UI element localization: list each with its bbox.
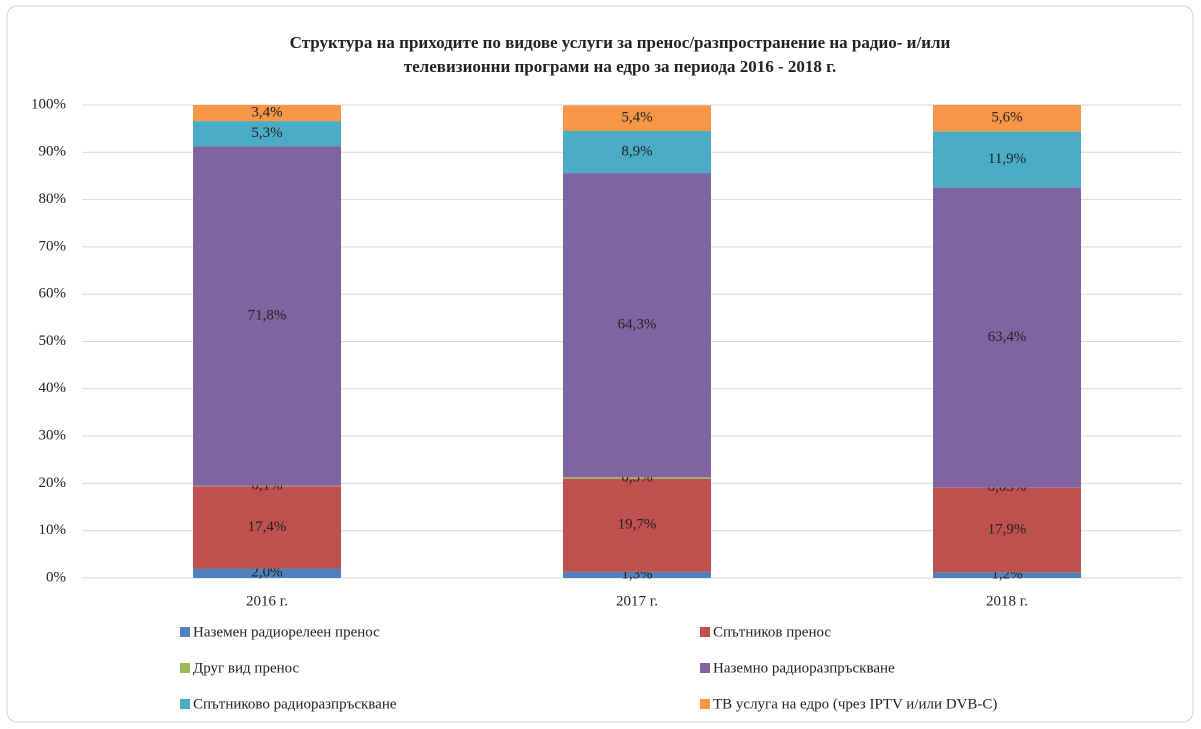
bar-segment [933, 572, 1081, 578]
data-label: 3,4% [251, 104, 282, 120]
data-label: 5,4% [621, 110, 652, 126]
y-tick-label: 100% [31, 96, 66, 112]
bar-segment [933, 104, 1081, 132]
x-tick-label: 2016 г. [246, 593, 288, 609]
y-tick-label: 30% [39, 428, 67, 444]
chart-title: Структура на приходите по видове услуги … [290, 33, 951, 52]
data-label: 17,9% [988, 521, 1027, 537]
data-label: 71,8% [248, 307, 287, 323]
bar-segment [193, 146, 341, 486]
legend-label: Спътников пренос [713, 624, 831, 640]
y-tick-label: 0% [46, 569, 66, 585]
bar-segment [193, 121, 341, 147]
legend-swatch [180, 663, 190, 673]
y-tick-label: 80% [39, 191, 67, 207]
y-tick-label: 10% [39, 522, 67, 538]
legend-label: Спътниково радиоразпръскване [193, 696, 397, 712]
legend-swatch [180, 627, 190, 637]
data-label: 8,9% [621, 144, 652, 160]
legend-swatch [180, 699, 190, 709]
bar-segment [193, 568, 341, 578]
data-label: 63,4% [988, 329, 1027, 345]
y-tick-label: 60% [39, 286, 67, 302]
y-tick-label: 70% [39, 238, 67, 254]
x-tick-label: 2018 г. [986, 593, 1028, 609]
bar-segment [563, 571, 711, 578]
data-label: 2,0% [251, 565, 282, 581]
bar-segment [563, 173, 711, 478]
bar-segment [933, 187, 1081, 488]
legend-label: Друг вид пренос [193, 660, 300, 676]
legend-label: Наземен радиорелеен пренос [193, 624, 380, 640]
y-tick-label: 20% [39, 475, 67, 491]
legend-swatch [700, 663, 710, 673]
y-tick-label: 40% [39, 380, 67, 396]
legend-label: ТВ услуга на едро (чрез IPTV и/или DVB-C… [713, 696, 997, 712]
data-label: 17,4% [248, 519, 287, 535]
bar-segment [193, 105, 341, 122]
data-label: 19,7% [618, 517, 657, 533]
bar-segment [563, 478, 711, 572]
data-label: 5,3% [251, 125, 282, 141]
bar-segment [563, 477, 711, 479]
data-label: 64,3% [618, 317, 657, 333]
bar-segment [563, 105, 711, 132]
data-label: 5,6% [991, 110, 1022, 126]
legend-label: Наземно радиоразпръскване [713, 660, 895, 676]
y-tick-label: 90% [39, 144, 67, 160]
y-tick-label: 50% [39, 333, 67, 349]
x-tick-label: 2017 г. [616, 593, 658, 609]
bar-segment [933, 131, 1081, 188]
bar-segment [193, 486, 341, 569]
legend-swatch [700, 699, 710, 709]
data-label: 11,9% [988, 151, 1026, 167]
bar-segment [933, 487, 1081, 573]
chart-title: телевизионни програми на едро за периода… [404, 57, 836, 76]
bar-segment [563, 131, 711, 174]
legend-swatch [700, 627, 710, 637]
